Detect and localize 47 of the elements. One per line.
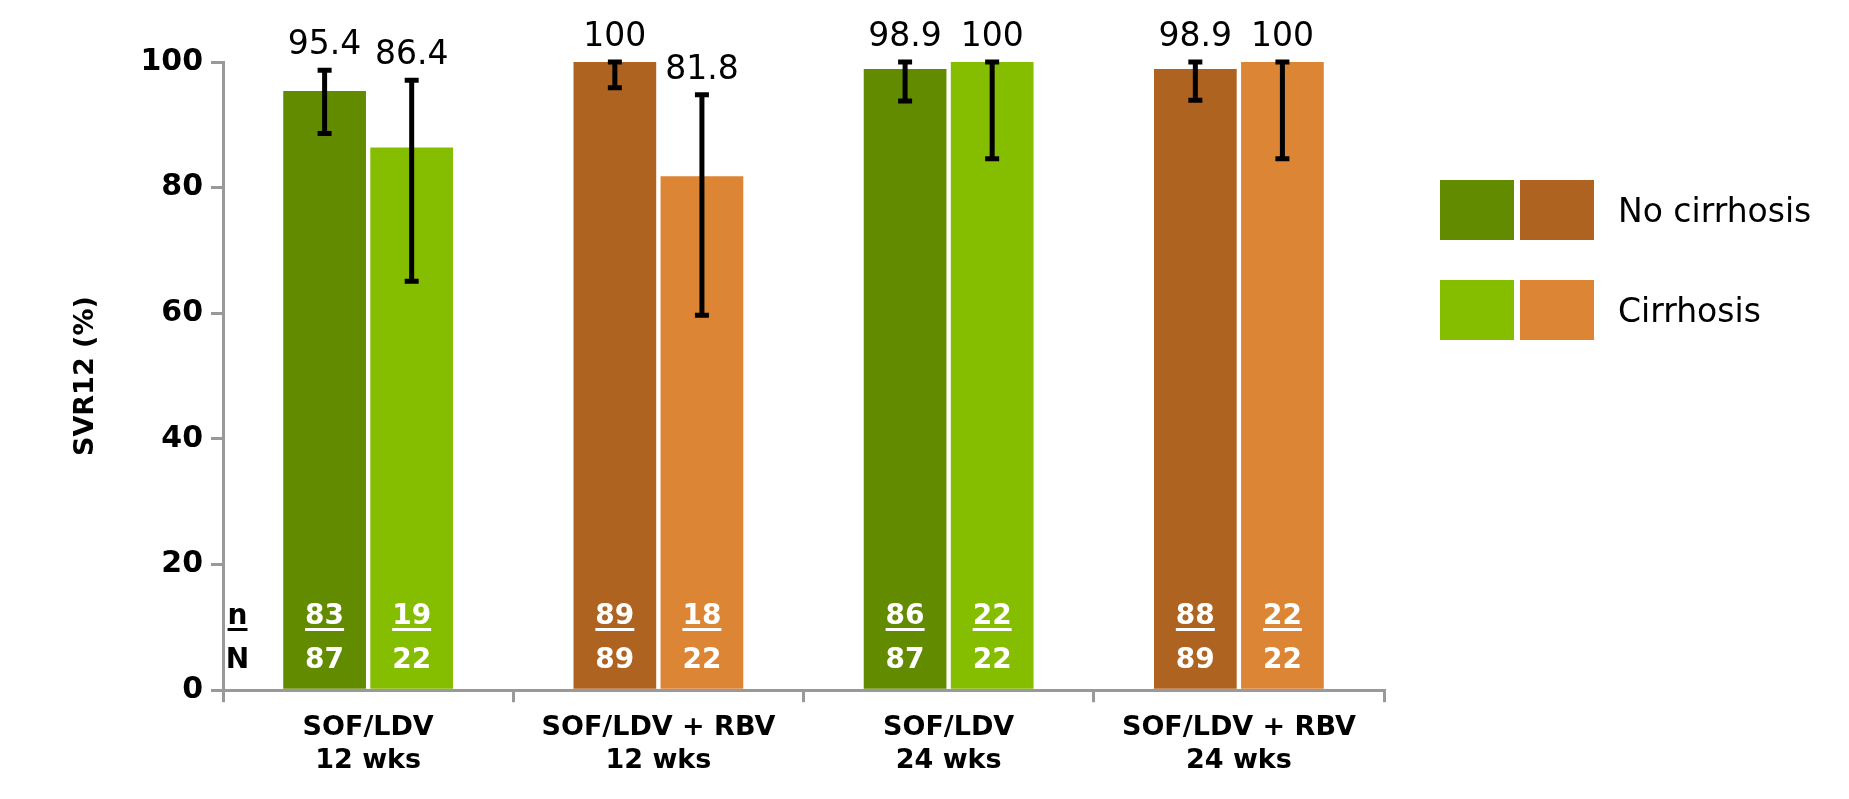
annotation: 87 (305, 641, 345, 675)
y-tick-label: 0 (182, 670, 204, 705)
annotation: 22 (972, 641, 1012, 675)
annotation: 89 (595, 597, 635, 631)
annotation: 18 (682, 597, 722, 631)
annotation: 83 (305, 597, 345, 631)
x-tick-label: SOF/LDV + RBV 12 wks (541, 710, 776, 774)
bar (370, 147, 454, 689)
bar (950, 62, 1034, 689)
data-label: 98.9 (868, 15, 942, 55)
bar (1241, 62, 1324, 689)
bar (660, 176, 744, 689)
annotation: 89 (595, 641, 635, 675)
y-tick-label: 20 (161, 544, 204, 580)
annotation: N (225, 641, 250, 675)
bar (1153, 68, 1237, 689)
bar (863, 68, 947, 689)
data-label: 95.4 (287, 23, 362, 63)
data-label: 100 (1250, 15, 1314, 55)
x-tick-label: SOF/LDV 24 wks (883, 710, 1015, 774)
annotation: 89 (1175, 641, 1215, 675)
data-label: 100 (960, 15, 1024, 55)
data-label: 98.9 (1158, 15, 1233, 55)
annotation: 86 (885, 597, 925, 631)
y-tick-label: 40 (161, 418, 204, 454)
data-label: 81.8 (665, 47, 739, 87)
bar (283, 90, 366, 689)
annotation: 22 (1262, 597, 1302, 631)
annotation: 22 (1262, 641, 1302, 675)
annotation: 22 (392, 641, 432, 675)
legend-label: No cirrhosis (1618, 190, 1812, 230)
x-tick-label: SOF/LDV + RBV 24 wks (1121, 710, 1356, 774)
legend-label: Cirrhosis (1618, 290, 1761, 330)
y-tick-label: 60 (161, 293, 204, 329)
annotation: 87 (885, 641, 925, 675)
y-tick-label: 100 (140, 41, 204, 77)
y-axis-title: SVR12 (%) (68, 296, 100, 457)
annotation: 88 (1175, 597, 1215, 631)
annotation: n (227, 597, 248, 631)
x-tick-label: SOF/LDV 12 wks (302, 710, 434, 774)
data-label: 100 (583, 15, 647, 55)
y-tick-label: 80 (161, 167, 204, 203)
bar (573, 62, 657, 689)
annotation: 19 (392, 597, 432, 631)
annotation: 22 (682, 641, 722, 675)
annotation: 22 (972, 597, 1012, 631)
data-label: 86.4 (374, 33, 449, 73)
